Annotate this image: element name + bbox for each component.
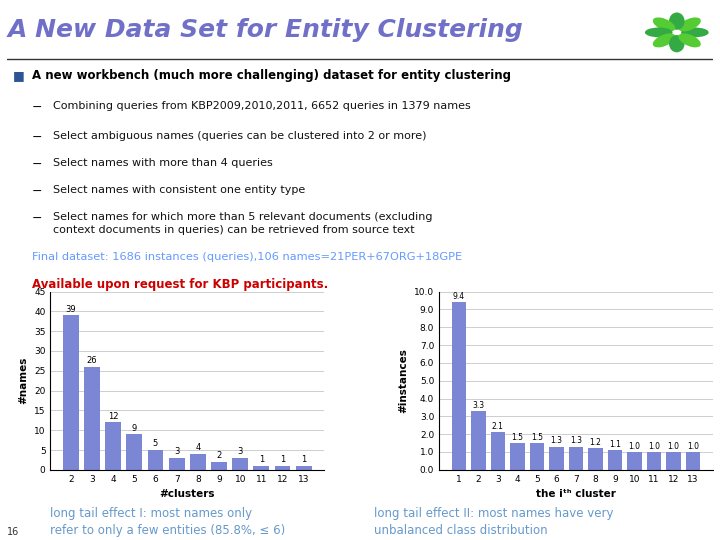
Bar — [63, 315, 78, 470]
Ellipse shape — [669, 35, 685, 52]
Text: 1.3: 1.3 — [550, 436, 562, 445]
Text: A New Data Set for Entity Clustering: A New Data Set for Entity Clustering — [7, 18, 523, 42]
Ellipse shape — [678, 17, 701, 31]
Text: 39: 39 — [66, 305, 76, 314]
Text: 1.5: 1.5 — [511, 433, 523, 442]
Bar — [510, 443, 525, 470]
Bar — [233, 458, 248, 470]
Bar — [627, 452, 642, 470]
Text: 9: 9 — [132, 423, 137, 433]
Y-axis label: #instances: #instances — [399, 348, 408, 413]
Text: 3: 3 — [174, 447, 179, 456]
Text: −: − — [32, 131, 42, 144]
Text: long tail effect I: most names only
refer to only a few entities (85.8%, ≤ 6): long tail effect I: most names only refe… — [50, 507, 286, 537]
Ellipse shape — [645, 28, 672, 37]
Text: Select names for which more than 5 relevant documents (excluding
context documen: Select names for which more than 5 relev… — [53, 212, 433, 234]
Bar — [490, 433, 505, 470]
Text: A new workbench (much more challenging) dataset for entity clustering: A new workbench (much more challenging) … — [32, 69, 511, 82]
Bar — [168, 458, 184, 470]
Ellipse shape — [653, 33, 675, 48]
Text: 1.0: 1.0 — [667, 442, 680, 450]
Text: −: − — [32, 158, 42, 171]
Bar — [148, 450, 163, 470]
Text: ■: ■ — [13, 69, 24, 82]
Text: 2.1: 2.1 — [492, 422, 504, 431]
Bar — [253, 466, 269, 470]
Text: −: − — [32, 185, 42, 198]
Text: −: − — [32, 212, 42, 225]
Bar — [588, 448, 603, 470]
Bar — [211, 462, 227, 470]
Ellipse shape — [678, 33, 701, 48]
Text: 1: 1 — [258, 455, 264, 464]
Bar — [530, 443, 544, 470]
Text: Final dataset: 1686 instances (queries),106 names=21PER+67ORG+18GPE: Final dataset: 1686 instances (queries),… — [32, 252, 462, 262]
Text: Select names with consistent one entity type: Select names with consistent one entity … — [53, 185, 305, 195]
X-axis label: the iᵗʰ cluster: the iᵗʰ cluster — [536, 489, 616, 499]
Text: 1.2: 1.2 — [590, 438, 601, 447]
Bar — [471, 411, 486, 470]
Text: 1.0: 1.0 — [687, 442, 699, 450]
Y-axis label: #names: #names — [19, 357, 29, 404]
Text: Combining queries from KBP2009,2010,2011, 6652 queries in 1379 names: Combining queries from KBP2009,2010,2011… — [53, 101, 471, 111]
Ellipse shape — [653, 17, 675, 31]
Text: −: − — [32, 101, 42, 114]
Text: 1.0: 1.0 — [648, 442, 660, 450]
Ellipse shape — [681, 28, 708, 37]
Text: Select ambiguous names (queries can be clustered into 2 or more): Select ambiguous names (queries can be c… — [53, 131, 426, 140]
Text: 1.0: 1.0 — [629, 442, 641, 450]
Text: 9.4: 9.4 — [453, 292, 465, 301]
Bar — [84, 367, 100, 470]
Text: 4: 4 — [195, 443, 200, 453]
Text: 1.1: 1.1 — [609, 440, 621, 449]
Bar — [647, 452, 662, 470]
Text: 2: 2 — [217, 451, 222, 460]
Text: long tail effect II: most names have very
unbalanced class distribution: long tail effect II: most names have ver… — [374, 507, 614, 537]
Text: Available upon request for KBP participants.: Available upon request for KBP participa… — [32, 278, 328, 291]
Text: 1: 1 — [280, 455, 285, 464]
Text: 1: 1 — [301, 455, 307, 464]
Bar — [666, 452, 681, 470]
Text: 16: 16 — [7, 527, 19, 537]
Bar — [105, 422, 121, 470]
Bar — [608, 450, 622, 470]
Text: Select names with more than 4 queries: Select names with more than 4 queries — [53, 158, 273, 168]
Bar — [190, 454, 206, 470]
Bar — [274, 466, 290, 470]
Bar — [451, 302, 466, 470]
Text: 3: 3 — [238, 447, 243, 456]
Bar — [549, 447, 564, 470]
Text: 1.5: 1.5 — [531, 433, 543, 442]
Bar — [127, 434, 143, 470]
Ellipse shape — [669, 12, 685, 30]
Text: 5: 5 — [153, 440, 158, 448]
Text: 3.3: 3.3 — [472, 401, 485, 409]
Bar — [569, 447, 583, 470]
Text: 26: 26 — [86, 356, 97, 365]
Bar — [296, 466, 312, 470]
Bar — [685, 452, 701, 470]
Text: 12: 12 — [108, 411, 118, 421]
Text: 1.3: 1.3 — [570, 436, 582, 445]
X-axis label: #clusters: #clusters — [160, 489, 215, 499]
